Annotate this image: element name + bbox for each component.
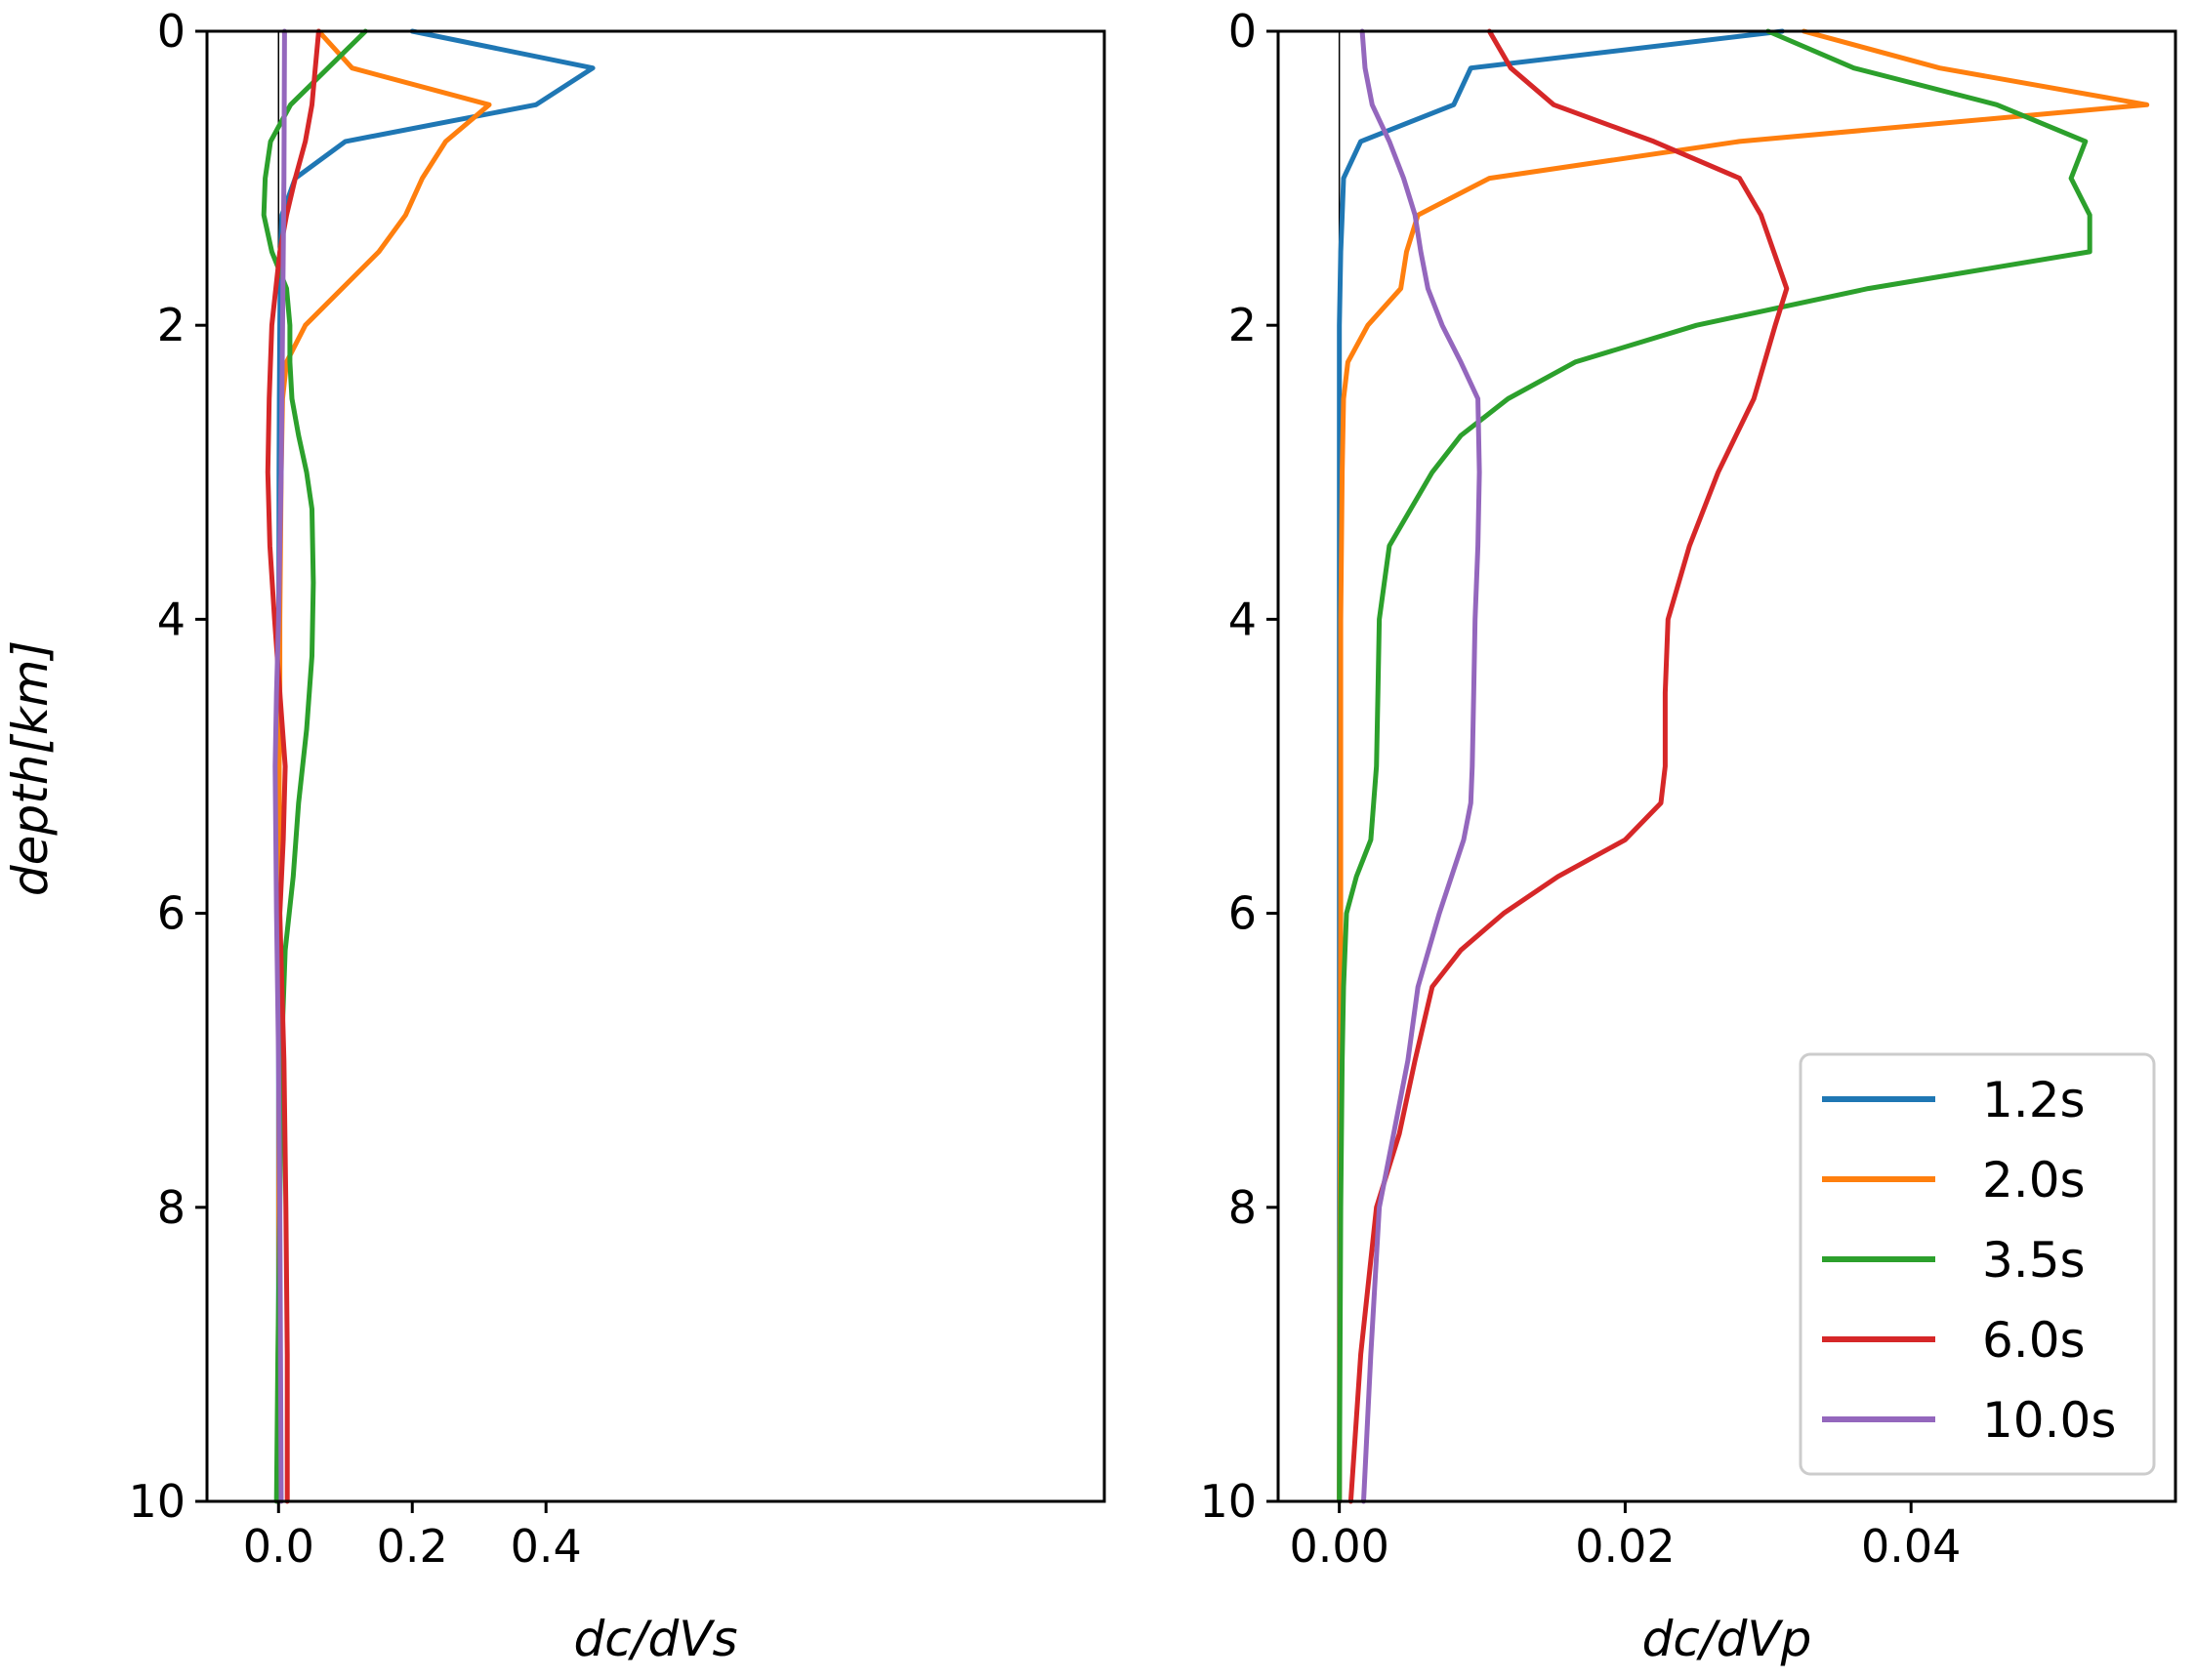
y-tick-label: 8: [157, 1181, 186, 1234]
series-group: [261, 28, 596, 1504]
series-line-6-0s: [265, 28, 321, 1504]
x-ticks: 0.00 0.02 0.04: [1289, 1501, 1961, 1573]
y-tick-label: 2: [157, 299, 186, 351]
y-axis-label: depth[km]: [2, 640, 59, 896]
legend-label: 3.5s: [1982, 1232, 2086, 1289]
x-tick-label: 0.0: [243, 1520, 314, 1573]
series-line-2-0s: [1337, 28, 2150, 1504]
y-tick-label: 0: [157, 5, 186, 58]
x-tick-label: 0.2: [377, 1520, 448, 1573]
y-tick-label: 10: [128, 1475, 186, 1528]
series-group: [1337, 28, 2150, 1504]
y-tick-label: 4: [157, 593, 186, 645]
y-tick-label: 6: [1228, 887, 1257, 940]
panel-dc-dvp: 0.00 0.02 0.04 0 2 4 6 8 10 dc/dVp: [1199, 5, 2177, 1667]
series-line-10-0s: [272, 28, 287, 1504]
x-tick-label: 0.04: [1861, 1520, 1961, 1573]
legend-box: [1799, 1052, 2156, 1476]
x-tick-label: 0.4: [511, 1520, 582, 1573]
panel-dc-dvs: 0.0 0.2 0.4 0 2 4 6 8 10 dc/dVs: [128, 5, 1106, 1667]
x-axis-label: dc/dVp: [1642, 1611, 1812, 1667]
series-line-3-5s: [1337, 28, 2092, 1504]
y-ticks: 0 2 4 6 8 10: [1199, 5, 1278, 1528]
x-tick-label: 0.00: [1289, 1520, 1388, 1573]
y-tick-label: 4: [1228, 593, 1257, 645]
y-tick-label: 2: [1228, 299, 1257, 351]
y-tick-label: 0: [1228, 5, 1257, 58]
y-ticks: 0 2 4 6 8 10: [128, 5, 207, 1528]
legend-label: 2.0s: [1982, 1152, 2086, 1209]
legend: 1.2s 2.0s 3.5s 6.0s 10.0s: [1799, 1052, 2156, 1476]
axes-frame: [205, 29, 1106, 1503]
legend-label: 10.0s: [1982, 1392, 2116, 1449]
x-ticks: 0.0 0.2 0.4: [243, 1501, 582, 1573]
legend-label: 6.0s: [1982, 1312, 2086, 1369]
series-line-6-0s: [1347, 28, 1790, 1504]
y-tick-label: 6: [157, 887, 186, 940]
x-axis-label: dc/dVs: [573, 1611, 737, 1667]
x-tick-label: 0.02: [1575, 1520, 1675, 1573]
legend-label: 1.2s: [1982, 1072, 2086, 1128]
y-tick-label: 8: [1228, 1181, 1257, 1234]
series-line-10-0s: [1359, 28, 1482, 1504]
series-line-1-2s: [1337, 28, 1785, 1504]
y-tick-label: 10: [1199, 1475, 1257, 1528]
axes-frame: [1276, 29, 2177, 1503]
